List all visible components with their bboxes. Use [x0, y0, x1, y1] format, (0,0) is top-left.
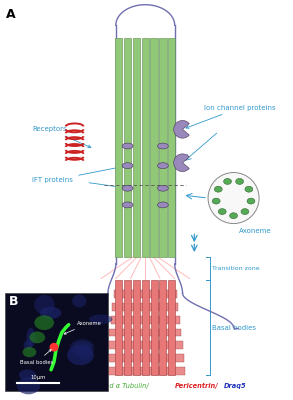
Text: IFT proteins: IFT proteins [33, 166, 124, 183]
Text: Axoneme: Axoneme [64, 321, 101, 334]
Ellipse shape [23, 347, 36, 357]
Circle shape [50, 343, 58, 352]
Bar [111, 316, 180, 324]
Wedge shape [174, 154, 189, 172]
Ellipse shape [224, 178, 231, 184]
Ellipse shape [78, 344, 92, 361]
Text: Receptors: Receptors [33, 126, 91, 148]
Bar [114, 290, 177, 298]
Ellipse shape [158, 143, 168, 149]
Ellipse shape [29, 332, 45, 343]
Bar [142, 280, 149, 375]
Ellipse shape [122, 143, 133, 149]
Ellipse shape [89, 314, 113, 324]
Ellipse shape [70, 339, 94, 356]
Ellipse shape [17, 377, 40, 394]
Ellipse shape [247, 198, 255, 204]
Ellipse shape [214, 186, 222, 192]
Wedge shape [174, 120, 189, 138]
Bar [133, 280, 140, 375]
Ellipse shape [122, 163, 133, 168]
Circle shape [208, 172, 259, 224]
Bar [159, 38, 167, 257]
Ellipse shape [40, 307, 61, 319]
Bar [159, 280, 166, 375]
Bar [168, 38, 176, 257]
Bar [105, 367, 185, 375]
Bar [115, 280, 122, 375]
Bar [106, 354, 184, 362]
Ellipse shape [245, 186, 253, 192]
Ellipse shape [122, 202, 133, 208]
Bar [5, 293, 108, 391]
Bar [150, 38, 158, 257]
Ellipse shape [218, 209, 226, 214]
Text: Pericentrin/: Pericentrin/ [175, 383, 218, 390]
Ellipse shape [24, 340, 32, 350]
Bar [124, 280, 131, 375]
Ellipse shape [67, 345, 94, 365]
Ellipse shape [34, 315, 54, 330]
Ellipse shape [236, 178, 243, 184]
Text: Axoneme: Axoneme [239, 228, 271, 234]
Text: Basal bodies: Basal bodies [20, 350, 53, 365]
Ellipse shape [158, 202, 168, 208]
Ellipse shape [158, 185, 168, 191]
Ellipse shape [19, 370, 36, 380]
Ellipse shape [230, 213, 238, 219]
Bar [124, 38, 131, 257]
Ellipse shape [122, 185, 133, 191]
Text: A: A [6, 8, 16, 21]
Text: Basal bodies: Basal bodies [212, 324, 256, 330]
Bar [115, 38, 122, 257]
Ellipse shape [26, 328, 35, 347]
Bar [108, 341, 183, 349]
Ellipse shape [73, 341, 92, 351]
Ellipse shape [241, 209, 249, 214]
Ellipse shape [34, 295, 54, 314]
Text: Ion channel proteins: Ion channel proteins [186, 105, 276, 128]
Text: Acetylated α Tubulin/: Acetylated α Tubulin/ [79, 383, 149, 390]
Text: 10μm: 10μm [30, 375, 45, 380]
Text: Draq5: Draq5 [224, 384, 246, 390]
Bar [113, 303, 178, 311]
Bar [109, 328, 181, 336]
Bar [151, 280, 158, 375]
Bar [133, 38, 140, 257]
Ellipse shape [212, 198, 220, 204]
Text: Transition zone: Transition zone [212, 266, 260, 271]
Ellipse shape [72, 294, 86, 308]
Ellipse shape [158, 163, 168, 168]
Text: B: B [9, 295, 18, 308]
Bar [168, 280, 175, 375]
Bar [142, 38, 149, 257]
